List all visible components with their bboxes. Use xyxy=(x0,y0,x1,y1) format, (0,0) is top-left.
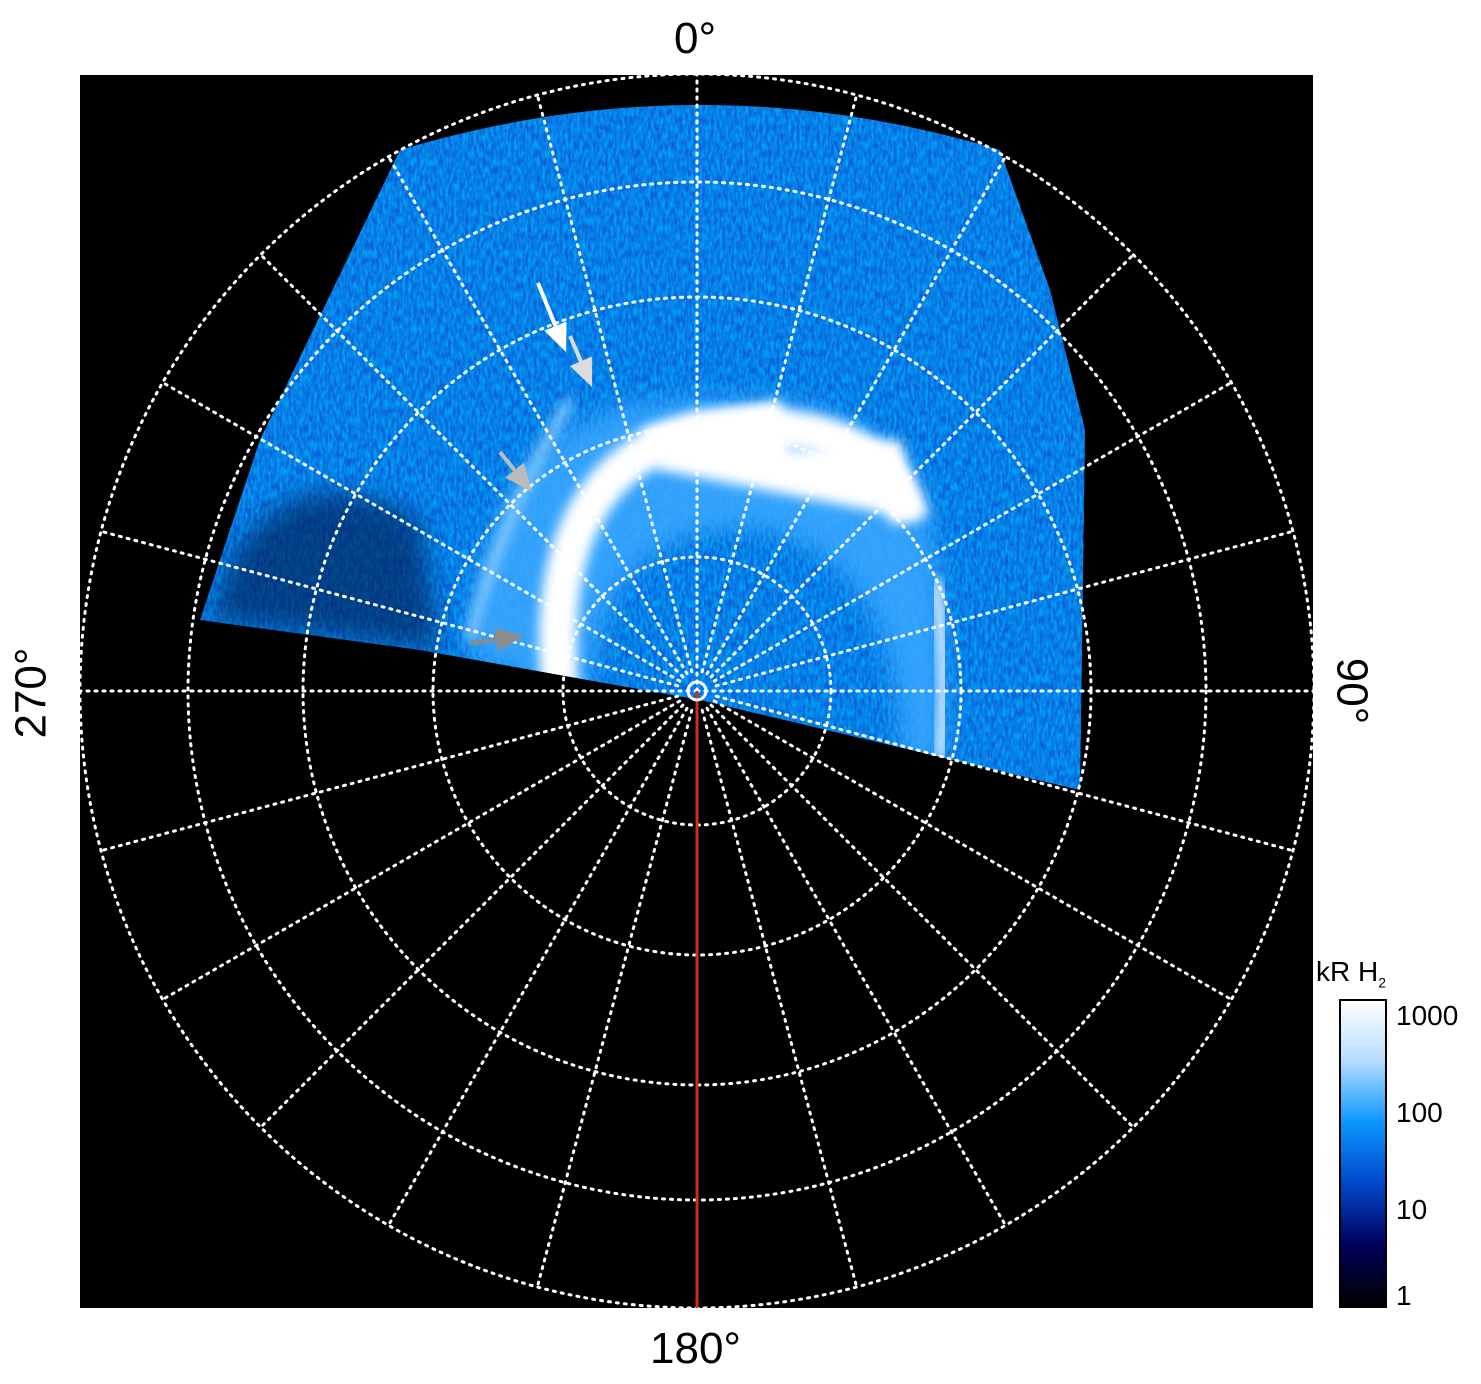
meridian-line xyxy=(700,708,859,1289)
meridian-line xyxy=(705,155,1007,676)
meridian-line xyxy=(712,699,1233,1001)
meridian-line xyxy=(700,93,859,674)
meridian-line xyxy=(387,155,689,676)
arrow-shaft xyxy=(536,282,558,327)
colorbar-tick-10: 10 xyxy=(1396,1194,1428,1225)
meridian-line xyxy=(259,253,685,679)
meridian-line xyxy=(161,381,682,683)
angle-label-270: 270° xyxy=(6,647,56,739)
meridian-line xyxy=(714,529,1295,688)
meridian-line xyxy=(259,703,685,1129)
polar-grid xyxy=(78,72,1316,1310)
meridian-line xyxy=(714,694,1295,853)
colorbar-tick-1: 1 xyxy=(1396,1280,1412,1311)
angle-label-180: 180° xyxy=(650,1324,742,1373)
meridian-line xyxy=(99,529,680,688)
pole-marker xyxy=(686,680,708,702)
meridian-line xyxy=(705,706,1007,1227)
meridian-line xyxy=(709,703,1135,1129)
meridian-line xyxy=(535,93,694,674)
arrow-shaft xyxy=(498,450,517,472)
colorbar xyxy=(1339,999,1387,1308)
arrow-shaft xyxy=(568,335,583,363)
colorbar-title-subscript: 2 xyxy=(1378,974,1387,991)
meridian-line xyxy=(99,694,680,853)
annotation-arrows xyxy=(469,282,592,652)
arrow-head xyxy=(494,627,524,652)
colorbar-title-text: kR H xyxy=(1316,956,1379,987)
angle-label-0: 0° xyxy=(674,14,717,63)
colorbar-tick-1000: 1000 xyxy=(1396,1000,1459,1031)
meridian-line xyxy=(709,253,1135,679)
arrow-head xyxy=(569,356,592,387)
arrow-head xyxy=(505,462,532,492)
colorbar-title: kR H2 xyxy=(1316,956,1386,991)
meridian-line xyxy=(161,699,682,1001)
colorbar-tick-100: 100 xyxy=(1396,1097,1443,1128)
arrow-head xyxy=(544,321,567,352)
meridian-line xyxy=(712,381,1233,683)
arrow-shaft xyxy=(469,637,497,645)
meridian-line xyxy=(535,708,694,1289)
meridian-line xyxy=(387,706,689,1227)
angle-label-90: 90° xyxy=(1327,657,1377,725)
